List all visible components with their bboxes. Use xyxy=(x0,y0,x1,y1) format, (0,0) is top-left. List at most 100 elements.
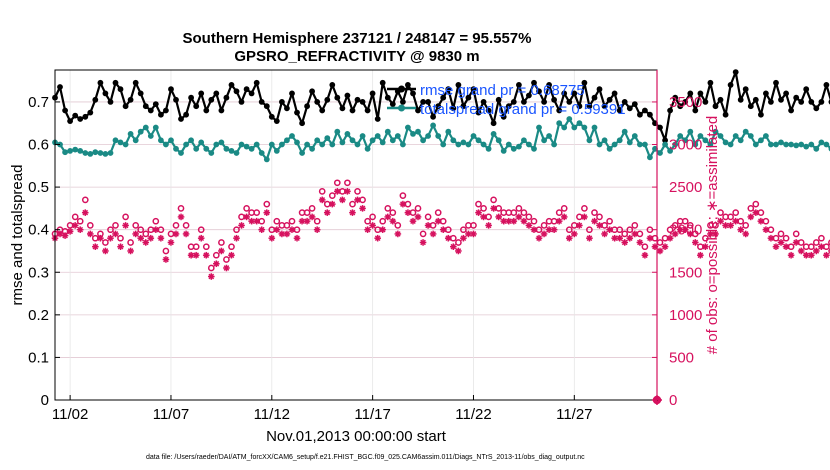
obs-possible-point xyxy=(379,217,387,225)
data-point xyxy=(485,145,492,152)
data-point xyxy=(526,141,532,148)
obs-possible-point xyxy=(434,209,442,216)
data-point xyxy=(258,150,265,156)
y-axis-label: rmse and totalspread xyxy=(9,165,26,306)
data-point xyxy=(717,96,724,103)
obs-assimilated-point xyxy=(379,226,387,233)
data-point xyxy=(127,131,134,137)
data-point xyxy=(213,141,220,148)
asterisk-stroke xyxy=(263,209,270,216)
obs-assimilated-point xyxy=(550,226,558,233)
obs-possible-point xyxy=(81,196,89,204)
obs-possible-point xyxy=(107,226,114,234)
asterisk-stroke xyxy=(662,243,668,250)
data-point xyxy=(566,99,573,105)
data-point xyxy=(773,141,779,148)
obs-assimilated-point xyxy=(565,234,573,242)
data-point xyxy=(173,96,179,103)
asterisk-stroke xyxy=(238,222,245,229)
asterisk-stroke xyxy=(546,226,552,233)
obs-possible-point xyxy=(354,188,361,195)
asterisk-stroke xyxy=(798,248,805,254)
data-point xyxy=(581,124,588,131)
data-point xyxy=(284,105,290,112)
data-point xyxy=(611,141,618,148)
data-point xyxy=(208,96,215,103)
obs-possible-point xyxy=(515,205,523,212)
data-point xyxy=(349,137,356,144)
asterisk-stroke xyxy=(631,231,638,237)
asterisk-stroke xyxy=(253,218,260,225)
obs-assimilated-point xyxy=(349,209,356,216)
obs-assimilated-point xyxy=(313,226,321,233)
obs-possible-point xyxy=(490,196,497,204)
data-point xyxy=(425,99,431,105)
data-point xyxy=(768,141,774,148)
asterisk-stroke xyxy=(213,260,220,267)
data-point xyxy=(97,150,104,156)
asterisk-stroke xyxy=(763,226,769,233)
asterisk-stroke xyxy=(122,222,129,229)
data-point xyxy=(697,133,704,139)
asterisk-stroke xyxy=(647,235,653,242)
data-point xyxy=(364,145,371,152)
obs-assimilated-point xyxy=(712,230,719,238)
asterisk-stroke xyxy=(778,239,784,246)
obs-assimilated-point xyxy=(540,230,548,238)
data-point xyxy=(435,133,442,139)
data-point xyxy=(500,113,507,120)
data-point xyxy=(233,150,240,156)
data-point xyxy=(722,139,729,146)
obs-assimilated-point xyxy=(253,217,260,225)
y-tick-label: 0.7 xyxy=(28,94,49,111)
data-point xyxy=(626,105,633,112)
data-point xyxy=(495,96,502,103)
obs-assimilated-point xyxy=(621,239,629,246)
obs-possible-point xyxy=(112,222,119,229)
data-point xyxy=(601,103,608,110)
obs-possible-point xyxy=(333,179,341,187)
obs-possible-point xyxy=(621,230,629,238)
legend-marker-rmse xyxy=(398,85,405,93)
footnote: data file: /Users/raeder/DAI/ATM_forcXX/… xyxy=(146,454,585,461)
data-point xyxy=(203,107,210,114)
obs-assimilated-point xyxy=(177,213,185,221)
data-point xyxy=(238,99,245,105)
data-point xyxy=(67,118,73,124)
data-point xyxy=(490,131,497,137)
obs-assimilated-point xyxy=(243,213,250,221)
series-layer xyxy=(51,69,830,405)
obs-possible-point xyxy=(197,226,205,234)
obs-assimilated-point xyxy=(439,226,447,233)
obs-assimilated-point xyxy=(142,239,150,246)
obs-assimilated-point xyxy=(581,213,588,221)
obs-possible-point xyxy=(732,209,740,216)
obs-possible-point xyxy=(480,205,487,212)
data-point xyxy=(309,88,315,95)
data-point xyxy=(606,145,613,152)
asterisk-stroke xyxy=(112,231,119,237)
data-point xyxy=(490,120,497,127)
asterisk-stroke xyxy=(178,214,184,220)
asterisk-stroke xyxy=(737,226,744,233)
obs-possible-point xyxy=(520,209,528,216)
data-point xyxy=(495,137,502,144)
data-point xyxy=(132,79,139,86)
data-point xyxy=(571,124,578,131)
series-0 xyxy=(52,69,830,144)
obs-possible-point xyxy=(218,239,225,246)
obs-possible-point xyxy=(76,217,84,225)
obs-assimilated-point xyxy=(505,217,513,225)
data-point xyxy=(92,96,99,103)
y-tick-label: 0.5 xyxy=(28,179,49,196)
data-point xyxy=(304,103,310,110)
data-point xyxy=(450,137,457,144)
obs-assimilated-point xyxy=(792,239,800,246)
obs-assimilated-point xyxy=(601,230,608,238)
obs-possible-point xyxy=(344,179,351,187)
data-point xyxy=(87,109,94,116)
obs-assimilated-point xyxy=(334,188,341,195)
asterisk-stroke xyxy=(87,231,94,237)
data-point xyxy=(682,99,689,105)
